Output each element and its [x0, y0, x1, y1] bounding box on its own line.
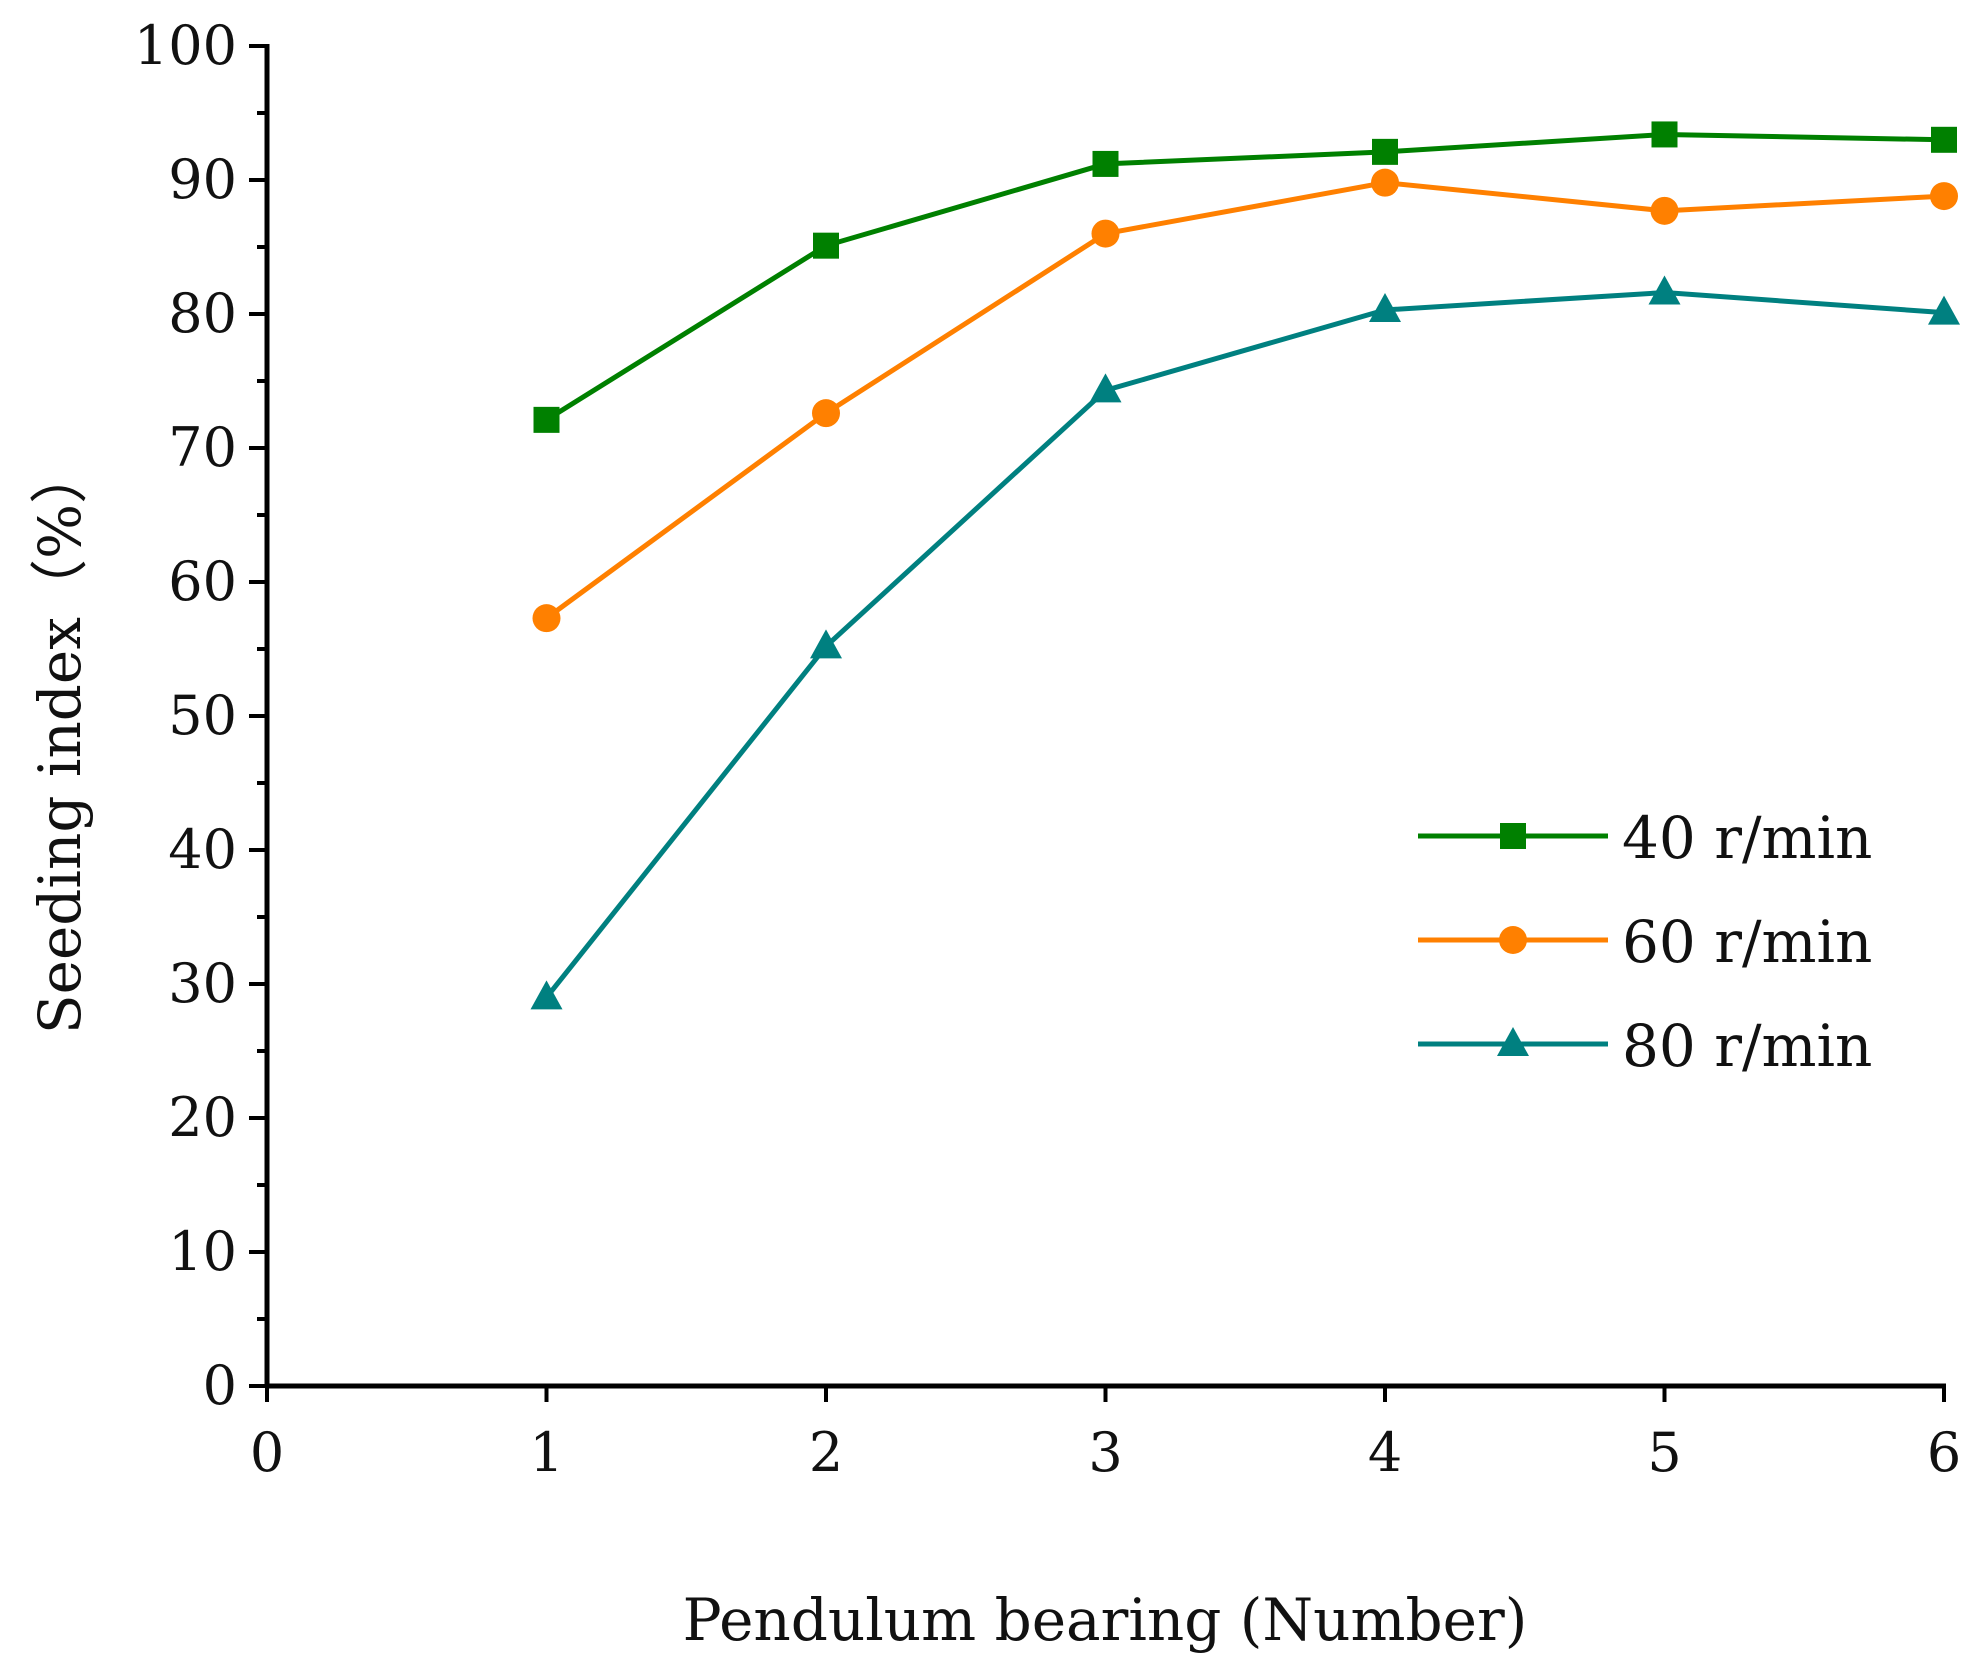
x-tick-label: 5 [1647, 1421, 1681, 1484]
circle-marker [1091, 219, 1120, 248]
y-tick-label: 60 [168, 550, 237, 613]
square-marker [533, 406, 560, 433]
circle-marker [1371, 168, 1399, 197]
x-tick-label: 2 [809, 1421, 843, 1484]
series-80-r-min [530, 275, 1960, 1010]
triangle-marker [530, 980, 563, 1010]
triangle-marker [1497, 1027, 1529, 1056]
x-tick-label: 1 [529, 1421, 563, 1484]
square-marker [1931, 126, 1957, 153]
series-40-r-min [533, 121, 1957, 433]
y-tick-label: 70 [168, 416, 237, 479]
circle-marker [1499, 926, 1527, 954]
legend-label: 60 r/min [1622, 908, 1872, 976]
circle-marker [532, 604, 561, 633]
y-tick-label: 50 [168, 684, 237, 747]
square-marker [1372, 138, 1398, 165]
series-line [544, 290, 1945, 999]
triangle-marker [1928, 295, 1960, 325]
y-tick-label: 90 [168, 148, 237, 211]
series-line [545, 180, 1945, 621]
y-axis-title: Seeding index（%） [26, 446, 94, 1034]
y-tick-label: 20 [168, 1086, 237, 1149]
y-tick-label: 80 [168, 282, 237, 345]
triangle-marker [1648, 275, 1681, 305]
circle-marker [812, 399, 840, 428]
legend: 40 r/min 60 r/min 80 r/min [1418, 804, 1872, 1080]
square-marker [1500, 823, 1526, 849]
legend-label: 80 r/min [1622, 1012, 1872, 1080]
y-tick-label: 30 [168, 952, 237, 1015]
square-marker [813, 232, 839, 259]
x-tick-label: 4 [1368, 1421, 1402, 1484]
series-60-r-min [532, 168, 1958, 633]
square-marker [1092, 150, 1119, 177]
x-tick-label: 6 [1927, 1421, 1961, 1484]
series-line [545, 131, 1945, 422]
y-tick-label: 40 [168, 818, 237, 881]
triangle-marker [1369, 292, 1401, 322]
triangle-marker [1089, 373, 1122, 403]
y-tick-label: 100 [134, 14, 237, 77]
x-axis-title: Pendulum bearing (Number) [683, 1586, 1528, 1654]
x-tick-label: 0 [250, 1421, 284, 1484]
y-tick-label: 0 [203, 1354, 237, 1417]
circle-marker [1650, 196, 1679, 225]
x-tick-label: 3 [1088, 1421, 1122, 1484]
square-marker [1651, 121, 1678, 148]
y-tick-label: 10 [168, 1220, 237, 1283]
triangle-marker [810, 629, 842, 659]
legend-label: 40 r/min [1622, 804, 1872, 872]
series-group [530, 121, 1960, 1010]
circle-marker [1930, 182, 1958, 211]
